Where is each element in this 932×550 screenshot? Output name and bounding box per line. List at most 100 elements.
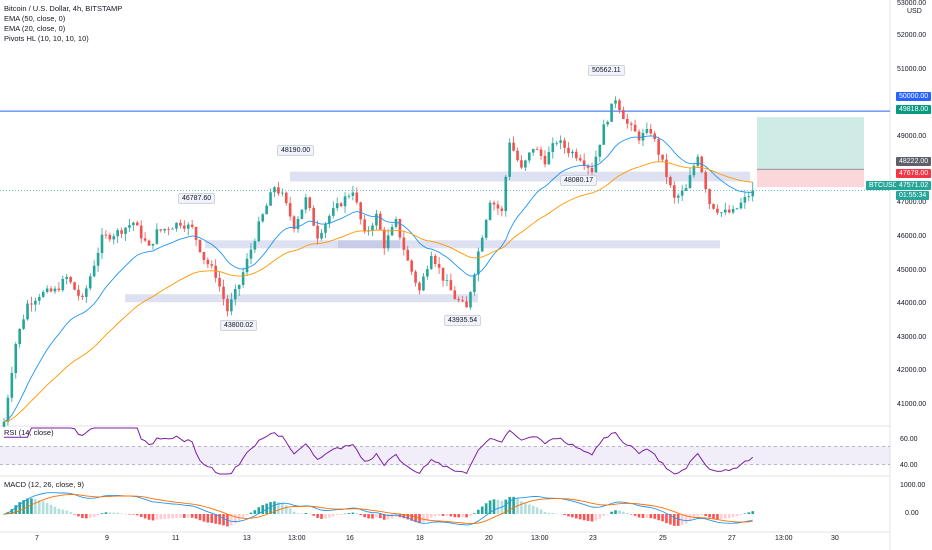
candle-body	[135, 222, 139, 226]
time-tick: 30	[831, 535, 839, 542]
candle-body	[230, 299, 233, 312]
macd-label: MACD (12, 26, close, 9)	[4, 480, 85, 489]
macd-histogram-bar	[590, 514, 594, 522]
macd-histogram-bar	[331, 514, 335, 517]
candle-body	[261, 214, 265, 222]
candle-body	[37, 296, 41, 301]
macd-histogram-bar	[477, 509, 480, 514]
time-tick: 13:00	[531, 535, 549, 542]
hline-price-tag: 50000.00	[896, 92, 932, 101]
macd-histogram-bar	[551, 513, 555, 514]
candle-body	[269, 192, 272, 206]
pivot-label: 48080.17	[560, 175, 598, 186]
macd-histogram-bar	[441, 514, 445, 516]
candle-body	[292, 216, 296, 230]
macd-histogram-bar	[116, 512, 119, 514]
macd-histogram-bar	[390, 514, 394, 519]
macd-histogram-bar	[673, 514, 676, 526]
candle-body	[586, 165, 590, 168]
rsi-line	[4, 427, 754, 475]
pivot-label: 43935.54	[444, 315, 482, 326]
macd-histogram-bar	[520, 501, 523, 514]
macd-histogram-bar	[504, 499, 508, 514]
macd-tick: 1000.00	[900, 482, 926, 489]
candle-body	[712, 204, 715, 209]
candle-body	[371, 225, 374, 231]
candle-body	[183, 225, 186, 229]
candle-body	[22, 319, 25, 329]
candle-body	[288, 203, 292, 217]
macd-histogram-bar	[449, 514, 453, 517]
price-tick: 51000.00	[897, 66, 927, 73]
candle-body	[284, 192, 288, 204]
macd-histogram-bar	[735, 514, 739, 517]
candle-body	[437, 263, 441, 268]
candle-body	[237, 284, 241, 289]
macd-histogram-bar	[367, 514, 370, 519]
candle-body	[496, 204, 500, 209]
candle-body	[731, 209, 735, 213]
candle-body	[453, 290, 457, 300]
macd-histogram-bar	[559, 513, 562, 515]
macd-histogram-bar	[426, 514, 429, 521]
candle-body	[723, 209, 727, 213]
candle-body	[14, 344, 18, 374]
macd-histogram-bar	[386, 514, 390, 520]
candle-body	[257, 221, 261, 242]
pivot-label: 46787.60	[178, 193, 216, 204]
macd-histogram-bar	[304, 513, 308, 514]
macd-histogram-bar	[637, 514, 641, 518]
macd-histogram-bar	[625, 513, 629, 514]
macd-histogram-bar	[680, 514, 684, 526]
candle-body	[92, 265, 96, 277]
pivot-zone	[205, 240, 720, 249]
macd-histogram-bar	[41, 501, 45, 514]
candle-body	[622, 110, 625, 119]
candle-body	[312, 208, 315, 226]
macd-histogram-bar	[712, 514, 715, 519]
macd-histogram-bar	[645, 514, 649, 518]
macd-line	[3, 492, 753, 526]
candle-body	[245, 258, 249, 273]
candle-body	[563, 140, 566, 148]
macd-histogram-bar	[422, 514, 425, 522]
candle-body	[410, 260, 413, 272]
candle-body	[347, 195, 351, 197]
candle-body	[516, 150, 519, 161]
candle-body	[414, 271, 417, 283]
macd-histogram-bar	[692, 514, 696, 519]
candle-body	[433, 255, 437, 264]
macd-histogram-bar	[163, 514, 167, 519]
candle-body	[241, 272, 245, 285]
candle-body	[441, 267, 445, 281]
macd-histogram-bar	[296, 513, 300, 514]
candle-body	[171, 228, 174, 230]
macd-histogram-bar	[410, 514, 413, 521]
time-tick: 9	[105, 535, 109, 542]
macd-histogram-bar	[480, 506, 484, 514]
macd-histogram-bar	[492, 499, 496, 514]
macd-histogram-bar	[77, 514, 80, 517]
candle-body	[151, 243, 155, 246]
candle-body	[351, 192, 355, 196]
macd-histogram-bar	[445, 514, 449, 516]
candle-body	[69, 277, 72, 283]
macd-histogram-bar	[198, 514, 202, 521]
time-tick: 20	[485, 535, 493, 542]
macd-histogram-bar	[347, 513, 351, 514]
candle-body	[379, 213, 382, 230]
candle-body	[159, 229, 163, 231]
macd-histogram-bar	[233, 514, 237, 524]
symbol-tag: BTCUSD	[866, 181, 901, 190]
candle-body	[543, 155, 547, 165]
candle-body	[751, 190, 755, 197]
candle-body	[716, 208, 719, 213]
candle-body	[594, 156, 598, 173]
candle-body	[190, 224, 194, 228]
candle-body	[429, 255, 433, 270]
candle-body	[277, 187, 280, 194]
candle-body	[128, 225, 131, 228]
candle-body	[222, 286, 225, 299]
pivot-label: 50562.11	[588, 65, 625, 76]
